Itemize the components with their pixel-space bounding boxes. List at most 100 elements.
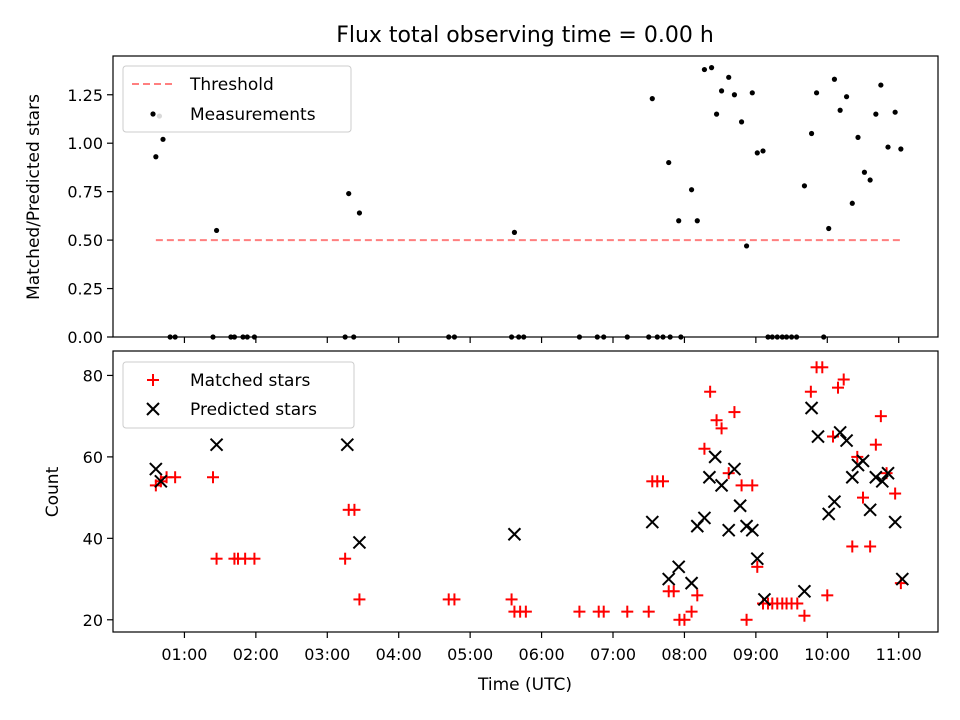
matched-star-point	[691, 589, 704, 602]
predicted-star-point	[733, 499, 747, 513]
measurement-point	[826, 225, 832, 232]
matched-star-point	[816, 361, 829, 374]
matched-star-point	[207, 471, 219, 484]
matched-star-point	[448, 593, 461, 606]
bottom-legend-box	[122, 361, 355, 429]
matched-star-point	[210, 552, 223, 565]
top-legend: Threshold Measurements	[122, 65, 352, 133]
predicted-star-point	[863, 503, 877, 517]
measurement-point	[738, 119, 745, 125]
matched-star-point	[621, 605, 634, 618]
measurement-point	[153, 154, 159, 160]
matched-star-point	[851, 450, 864, 463]
matched-star-point	[685, 605, 698, 618]
top-y-tick-label: 1.25	[67, 86, 103, 105]
matched-star-point	[704, 385, 717, 398]
matched-star-point	[728, 406, 741, 419]
measurement-point	[885, 144, 891, 150]
matched-star-point	[248, 552, 261, 565]
predicted-star-point	[822, 507, 836, 521]
matched-star-point	[832, 381, 844, 394]
legend-threshold-label: Threshold	[189, 75, 274, 95]
measurement-point	[743, 243, 750, 249]
predicted-star-point	[708, 450, 722, 464]
predicted-star-point	[352, 535, 367, 550]
predicted-star-point	[645, 515, 659, 529]
measurement-point	[713, 111, 720, 117]
predicted-star-point	[727, 462, 742, 476]
legend-measurements-marker	[150, 111, 156, 117]
measurement-point	[356, 210, 363, 216]
matched-star-point	[710, 414, 723, 427]
measurement-point	[898, 146, 904, 152]
x-tick-label: 06:00	[519, 645, 565, 664]
predicted-star-point	[856, 454, 870, 468]
matched-star-point	[698, 442, 711, 455]
matched-star-point	[821, 589, 834, 602]
measurement-point	[694, 218, 700, 224]
matched-star-point	[519, 605, 532, 618]
top-chart-title: Flux total observing time = 0.00 h	[336, 23, 714, 48]
bottom-plot-area	[149, 361, 909, 626]
matched-star-point	[678, 613, 691, 626]
predicted-star-point	[672, 560, 686, 574]
legend-matched-marker	[147, 374, 159, 386]
matched-star-point	[798, 609, 811, 622]
predicted-star-point	[697, 511, 712, 525]
measurement-point	[861, 169, 868, 175]
matched-star-point	[642, 605, 655, 618]
predicted-star-point	[804, 401, 819, 415]
measurement-point	[511, 229, 518, 235]
x-tick-label: 08:00	[661, 645, 707, 664]
top-y-tick-label: 0.00	[67, 328, 103, 347]
matched-star-point	[889, 487, 902, 500]
x-tick-label: 07:00	[590, 645, 636, 664]
legend-predicted-label: Predicted stars	[190, 400, 317, 420]
x-tick-label: 01:00	[161, 645, 207, 664]
predicted-star-point	[702, 470, 717, 484]
top-y-axis-label: Matched/Predicted stars	[24, 94, 44, 300]
matched-star-point	[722, 467, 735, 480]
x-tick-label: 03:00	[304, 645, 350, 664]
matched-star-point	[864, 540, 877, 553]
x-axis-label: Time (UTC)	[477, 675, 572, 695]
predicted-star-point	[750, 551, 764, 566]
predicted-star-point	[869, 470, 883, 484]
matched-star-point	[846, 540, 859, 553]
measurement-point	[849, 200, 855, 206]
x-tick-label: 04:00	[376, 645, 422, 664]
predicted-star-point	[209, 437, 224, 452]
measurement-point	[160, 136, 166, 142]
measurement-point	[808, 130, 815, 137]
top-y-tick-label: 1.00	[67, 134, 103, 153]
legend-matched-label: Matched stars	[190, 371, 310, 391]
measurement-point	[649, 96, 655, 102]
matched-star-point	[804, 385, 817, 398]
matched-star-point	[837, 373, 850, 386]
bottom-y-tick-label: 20	[83, 611, 103, 630]
top-y-tick-label: 0.75	[67, 183, 103, 202]
top-axes-frame	[112, 55, 939, 338]
matched-star-point	[667, 585, 680, 598]
matched-star-point	[597, 605, 610, 618]
legend-predicted-marker	[146, 402, 160, 416]
predicted-star-point	[845, 470, 859, 484]
top-y-tick-label: 0.25	[67, 280, 103, 299]
matched-star-point	[869, 438, 882, 451]
predicted-star-point	[149, 462, 163, 476]
x-tick-label: 05:00	[447, 645, 493, 664]
predicted-star-point	[739, 519, 754, 533]
measurement-point	[666, 159, 672, 166]
predicted-star-point	[745, 523, 759, 537]
matched-star-point	[791, 597, 804, 610]
x-tick-label: 10:00	[804, 645, 850, 664]
bottom-axes-frame	[112, 350, 939, 633]
top-y-tick-label: 0.50	[67, 231, 103, 250]
legend-measurements-label: Measurements	[190, 105, 316, 125]
predicted-star-point	[714, 478, 729, 493]
predicted-star-point	[888, 515, 902, 529]
measurement-point	[837, 107, 843, 113]
x-tick-label: 02:00	[233, 645, 279, 664]
measurement-point	[726, 74, 732, 80]
